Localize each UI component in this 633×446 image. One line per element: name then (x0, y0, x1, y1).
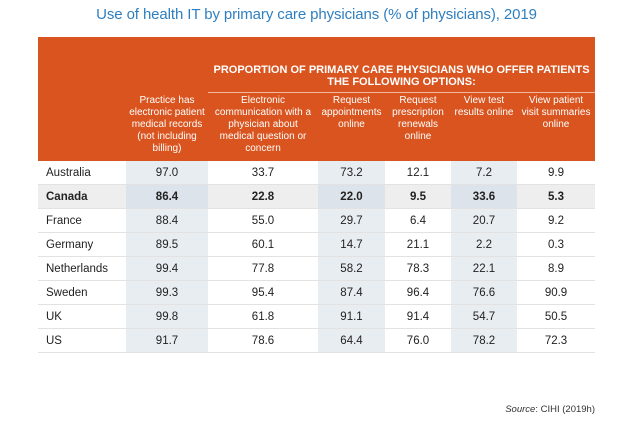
value-cell: 91.7 (126, 328, 208, 353)
value-cell: 78.2 (451, 328, 517, 353)
source-text: : CIHI (2019h) (535, 404, 595, 415)
country-cell: Australia (38, 161, 126, 185)
value-cell: 76.0 (385, 328, 451, 353)
table-header-row: Practice has electronic patient medical … (38, 92, 596, 161)
value-cell: 91.1 (318, 304, 385, 329)
value-cell: 20.7 (451, 208, 517, 233)
column-header: Practice has electronic patient medical … (126, 92, 208, 161)
value-cell: 95.4 (208, 280, 318, 305)
value-cell: 97.0 (126, 161, 208, 185)
value-cell: 5.3 (517, 184, 596, 209)
column-header: View patient visit summaries online (517, 92, 596, 161)
group-header: PROPORTION OF PRIMARY CARE PHYSICIANS WH… (208, 37, 596, 93)
header-blank-cell (38, 37, 208, 93)
value-cell: 7.2 (451, 161, 517, 185)
country-cell: US (38, 328, 126, 353)
value-cell: 64.4 (318, 328, 385, 353)
value-cell: 99.8 (126, 304, 208, 329)
country-cell: Canada (38, 184, 126, 209)
country-cell: Germany (38, 232, 126, 257)
value-cell: 33.6 (451, 184, 517, 209)
value-cell: 22.1 (451, 256, 517, 281)
value-cell: 78.6 (208, 328, 318, 353)
table-title: Use of health IT by primary care physici… (96, 6, 537, 23)
value-cell: 9.9 (517, 161, 596, 185)
value-cell: 61.8 (208, 304, 318, 329)
value-cell: 86.4 (126, 184, 208, 209)
value-cell: 9.5 (385, 184, 451, 209)
value-cell: 96.4 (385, 280, 451, 305)
table-row: France 88.4 55.0 29.7 6.4 20.7 9.2 (38, 208, 596, 233)
value-cell: 58.2 (318, 256, 385, 281)
health-it-table: PROPORTION OF PRIMARY CARE PHYSICIANS WH… (38, 37, 596, 353)
country-cell: Netherlands (38, 256, 126, 281)
value-cell: 22.8 (208, 184, 318, 209)
column-header: Request prescription renewals online (385, 92, 451, 161)
value-cell: 73.2 (318, 161, 385, 185)
value-cell: 54.7 (451, 304, 517, 329)
value-cell: 99.3 (126, 280, 208, 305)
table-row: Netherlands 99.4 77.8 58.2 78.3 22.1 8.9 (38, 256, 596, 281)
value-cell: 21.1 (385, 232, 451, 257)
value-cell: 29.7 (318, 208, 385, 233)
value-cell: 9.2 (517, 208, 596, 233)
value-cell: 91.4 (385, 304, 451, 329)
country-cell: Sweden (38, 280, 126, 305)
table-header-group-row: PROPORTION OF PRIMARY CARE PHYSICIANS WH… (38, 37, 596, 93)
value-cell: 14.7 (318, 232, 385, 257)
country-cell: France (38, 208, 126, 233)
source-note: Source: CIHI (2019h) (505, 404, 595, 415)
source-label: Source (505, 404, 536, 415)
value-cell: 2.2 (451, 232, 517, 257)
value-cell: 50.5 (517, 304, 596, 329)
value-cell: 33.7 (208, 161, 318, 185)
table-row: Australia 97.0 33.7 73.2 12.1 7.2 9.9 (38, 161, 596, 185)
value-cell: 8.9 (517, 256, 596, 281)
value-cell: 99.4 (126, 256, 208, 281)
column-header: Electronic communication with a physicia… (208, 92, 318, 161)
header-country-cell (38, 92, 126, 161)
table-row-highlighted: Canada 86.4 22.8 22.0 9.5 33.6 5.3 (38, 184, 596, 209)
table-row: Germany 89.5 60.1 14.7 21.1 2.2 0.3 (38, 232, 596, 257)
value-cell: 90.9 (517, 280, 596, 305)
value-cell: 22.0 (318, 184, 385, 209)
value-cell: 12.1 (385, 161, 451, 185)
value-cell: 6.4 (385, 208, 451, 233)
value-cell: 76.6 (451, 280, 517, 305)
country-cell: UK (38, 304, 126, 329)
value-cell: 77.8 (208, 256, 318, 281)
group-header-text: PROPORTION OF PRIMARY CARE PHYSICIANS WH… (213, 64, 590, 88)
value-cell: 87.4 (318, 280, 385, 305)
table-row: Sweden 99.3 95.4 87.4 96.4 76.6 90.9 (38, 280, 596, 305)
column-header: View test results online (451, 92, 517, 161)
value-cell: 0.3 (517, 232, 596, 257)
column-header: Request appointments online (318, 92, 385, 161)
value-cell: 78.3 (385, 256, 451, 281)
value-cell: 60.1 (208, 232, 318, 257)
value-cell: 88.4 (126, 208, 208, 233)
value-cell: 55.0 (208, 208, 318, 233)
table-row: US 91.7 78.6 64.4 76.0 78.2 72.3 (38, 328, 596, 353)
value-cell: 89.5 (126, 232, 208, 257)
value-cell: 72.3 (517, 328, 596, 353)
table-row: UK 99.8 61.8 91.1 91.4 54.7 50.5 (38, 304, 596, 329)
